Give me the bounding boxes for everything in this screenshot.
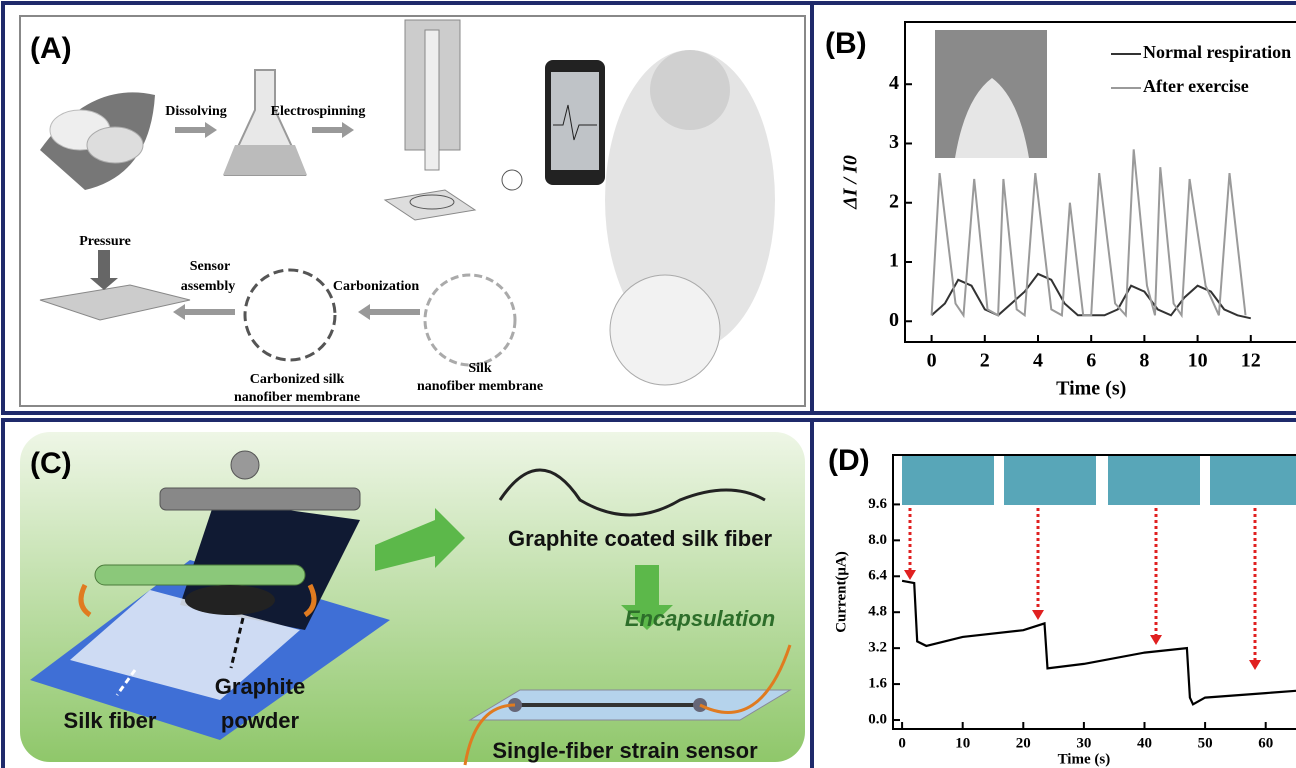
y-tick-label: 1 — [889, 250, 899, 272]
step-label: Electrospinning — [271, 104, 366, 119]
series-line — [902, 581, 1296, 705]
legend-label: Normal respiration — [1143, 42, 1291, 62]
step-label: Sensor — [190, 259, 230, 274]
y-tick-label: 3.2 — [868, 640, 887, 656]
material-label: nanofiber membrane — [234, 390, 360, 405]
x-tick-label: 6 — [1086, 350, 1096, 372]
page: (A) Dissolving Electrospinning Pressure … — [0, 0, 1296, 768]
x-tick-label: 4 — [1033, 350, 1043, 372]
caption: Graphite — [215, 674, 305, 699]
x-tick-label: 10 — [1188, 350, 1208, 372]
material-label: Carbonized silk — [250, 372, 345, 387]
panel-label: (D) — [828, 444, 870, 477]
x-tick-label: 2 — [980, 350, 990, 372]
x-tick-label: 10 — [955, 735, 970, 751]
caption: Single-fiber strain sensor — [492, 738, 758, 763]
x-tick-label: 30 — [1076, 735, 1091, 751]
step-label: assembly — [181, 279, 235, 294]
material-label: nanofiber membrane — [417, 379, 543, 394]
panel-label: (B) — [825, 27, 867, 60]
panel-label: (C) — [30, 447, 72, 480]
x-tick-label: 60 — [1258, 735, 1273, 751]
y-tick-label: 4 — [889, 72, 899, 94]
caption: Silk fiber — [64, 708, 157, 733]
panel-label: (A) — [30, 32, 72, 65]
x-tick-label: 12 — [1241, 350, 1261, 372]
caption: Graphite coated silk fiber — [508, 526, 773, 551]
x-tick-label: 0 — [898, 735, 906, 751]
y-tick-label: 0 — [889, 309, 899, 331]
step-label: Pressure — [79, 234, 131, 249]
step-label: Carbonization — [333, 279, 420, 294]
y-axis-label: ΔI / I0 — [840, 155, 862, 210]
series-line — [932, 149, 1246, 315]
x-tick-label: 40 — [1137, 735, 1152, 751]
legend-label: After exercise — [1143, 76, 1249, 96]
photos — [902, 455, 1296, 505]
step-label: Dissolving — [165, 104, 226, 119]
y-tick-label: 8.0 — [868, 532, 887, 548]
plot-area — [902, 581, 1296, 705]
x-axis-label: Time (s) — [1058, 751, 1111, 767]
y-tick-label: 2 — [889, 190, 899, 212]
y-tick-label: 0.0 — [868, 711, 887, 727]
material-label: Silk — [468, 361, 492, 376]
caption: powder — [221, 708, 300, 733]
y-tick-label: 3 — [889, 131, 899, 153]
caption: Encapsulation — [625, 606, 775, 631]
figure: (A) Dissolving Electrospinning Pressure … — [0, 0, 1296, 768]
y-tick-label: 9.6 — [868, 496, 887, 512]
arrow-heads — [904, 570, 1261, 670]
y-tick-label: 4.8 — [868, 604, 887, 620]
x-tick-label: 8 — [1139, 350, 1149, 372]
plot-area — [932, 149, 1251, 318]
x-axis-label: Time (s) — [1056, 378, 1126, 400]
y-tick-label: 6.4 — [868, 568, 887, 584]
y-tick-label: 1.6 — [868, 676, 887, 692]
x-tick-label: 20 — [1016, 735, 1031, 751]
y-axis-label: Current(μA) — [833, 551, 849, 633]
x-tick-label: 0 — [927, 350, 937, 372]
x-tick-label: 50 — [1198, 735, 1213, 751]
